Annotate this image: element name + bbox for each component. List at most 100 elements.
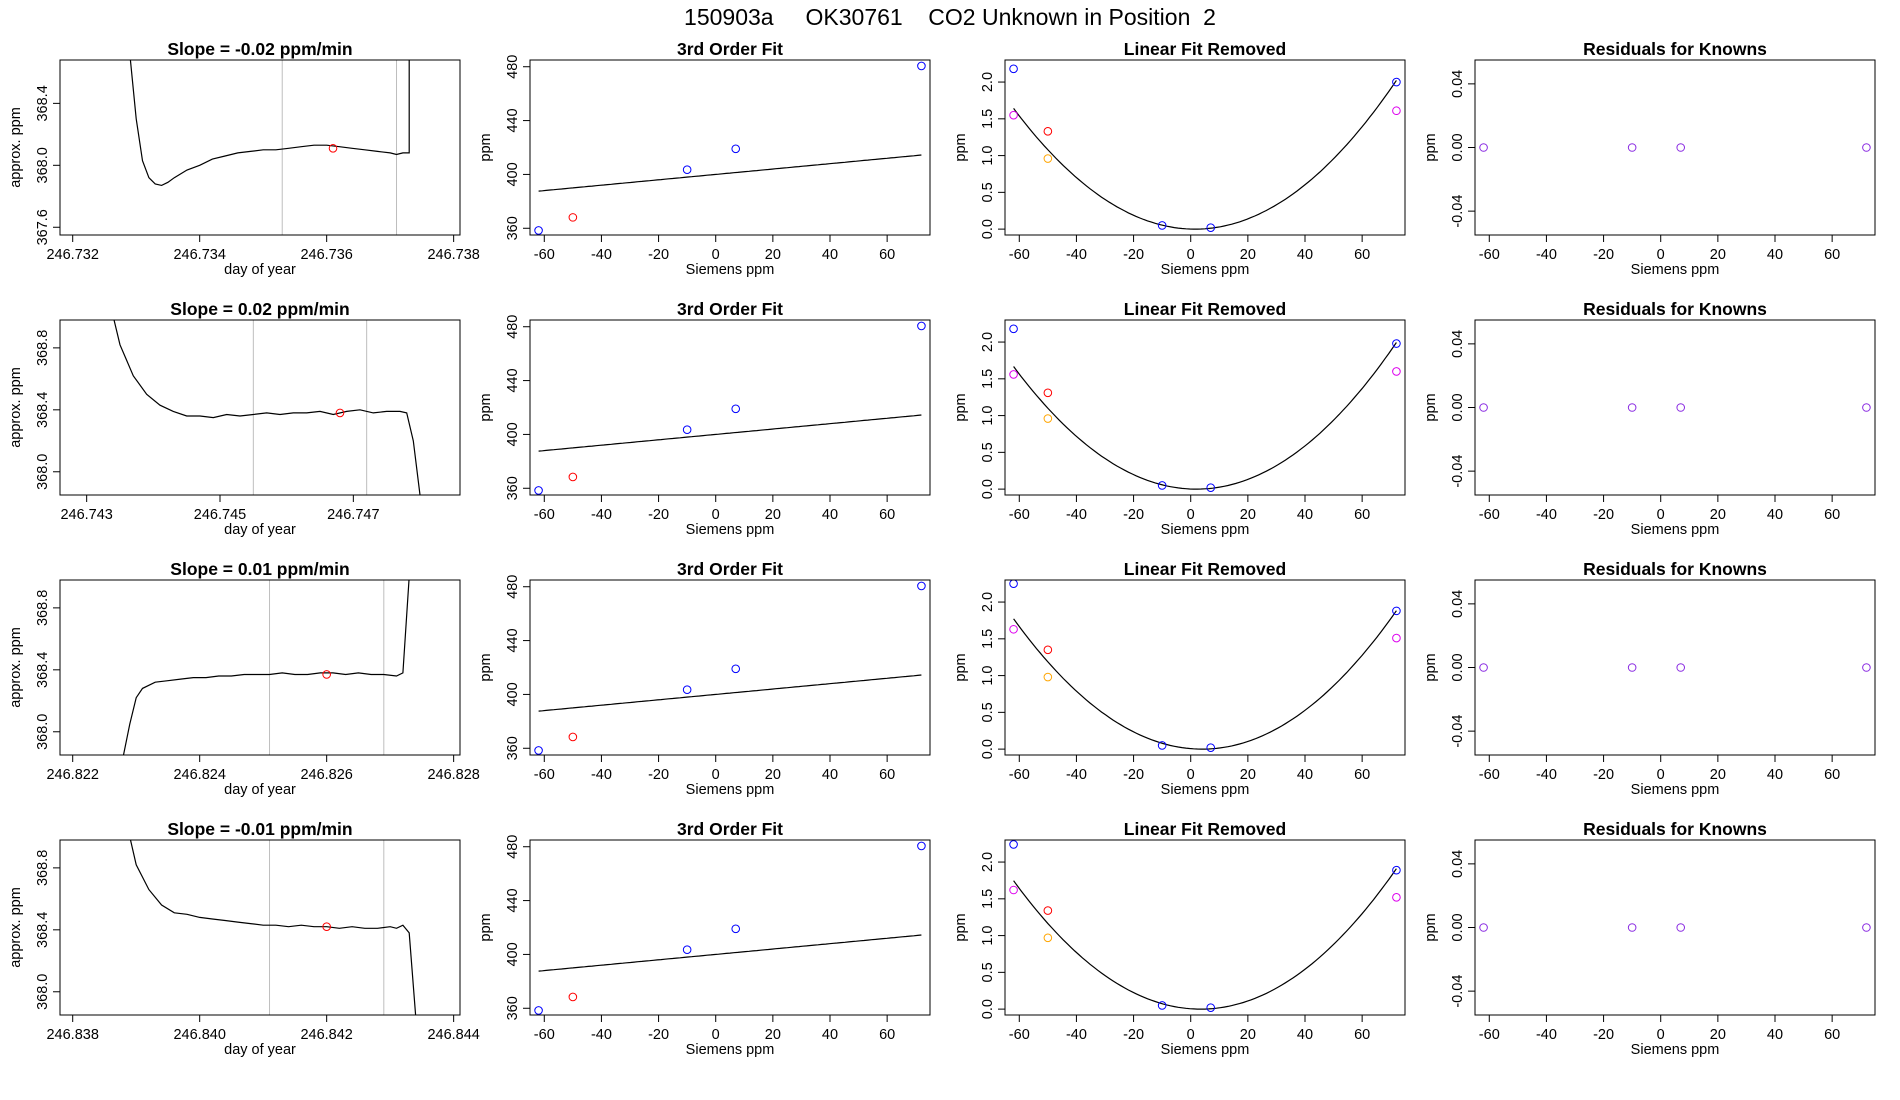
sample-marker (328, 143, 338, 153)
x-tick-label: 40 (1767, 507, 1783, 523)
data-point-residual (1862, 923, 1871, 932)
y-tick-label: 440 (505, 108, 521, 132)
x-tick-label: 246.738 (427, 247, 479, 263)
x-tick-label: -20 (1123, 1027, 1144, 1043)
data-point-unknown (568, 732, 578, 742)
y-tick-label: 360 (505, 216, 521, 240)
panel-title: Linear Fit Removed (1124, 39, 1286, 59)
data-point-known (1009, 840, 1018, 849)
x-tick-label: 20 (1240, 507, 1256, 523)
chart-panel-r1-c2: -60 -40 -20 0 20 40 60 0.0 0.5 1.0 1.5 2.0 Linear Fi… (953, 299, 1406, 538)
y-tick-label: 2.0 (980, 852, 996, 872)
y-axis-label: approx. ppm (8, 367, 24, 448)
y-tick-label: 400 (505, 162, 521, 186)
x-tick-label: 20 (1710, 767, 1726, 783)
data-point-known (731, 144, 741, 154)
data-point-known (1157, 741, 1167, 750)
plot-frame (59, 579, 461, 756)
fit-curve (538, 414, 922, 452)
fit-curve (1013, 342, 1397, 490)
x-tick-label: 20 (765, 1027, 781, 1043)
data-point-residual (1479, 923, 1488, 932)
data-point-residual (1479, 143, 1488, 152)
data-point-raw_unknown (1043, 414, 1053, 423)
x-tick-label: -20 (1123, 247, 1144, 263)
page-title: 150903a OK30761 CO2 Unknown in Position … (684, 4, 1216, 30)
x-tick-label: -20 (648, 1027, 669, 1043)
plot-area (1479, 143, 1871, 152)
x-tick-label: -20 (1593, 507, 1614, 523)
x-tick-label: 40 (1767, 767, 1783, 783)
x-tick-label: 0 (1657, 247, 1665, 263)
plot-area (113, 320, 421, 495)
data-point-raw_unknown (1043, 933, 1053, 943)
x-tick-label: 40 (1767, 1027, 1783, 1043)
x-axis-label: day of year (224, 782, 296, 798)
panel-title: Residuals for Knowns (1583, 559, 1767, 579)
x-tick-label: 0 (1187, 1027, 1195, 1043)
chart-panel-r3-c3: -60 -40 -20 0 20 40 60 -0.04 0.00 0.04 Residuals f… (1423, 819, 1876, 1058)
x-tick-label: 246.747 (327, 507, 379, 523)
x-tick-label: 0 (1657, 767, 1665, 783)
data-point-known (1206, 1003, 1216, 1012)
chart-panel-r0-c0: 246.732 246.734 246.736 246.738 367.6 368.0 36… (8, 39, 480, 278)
x-tick-label: 246.732 (46, 247, 98, 263)
data-point-known (1157, 1001, 1167, 1010)
x-tick-label: -40 (1066, 507, 1087, 523)
trace-line (122, 580, 410, 755)
y-tick-label: 2.0 (980, 72, 996, 92)
data-point-known (682, 945, 692, 955)
data-point-unknown (1043, 645, 1053, 655)
x-axis-label: Siemens ppm (1631, 262, 1720, 278)
x-tick-label: 246.844 (427, 1027, 479, 1043)
x-tick-label: 60 (1824, 247, 1840, 263)
data-point-known (731, 924, 741, 934)
y-axis-label: ppm (478, 133, 494, 161)
data-point-raw_known (1009, 110, 1018, 120)
y-tick-label: 368.0 (35, 147, 51, 183)
x-tick-label: -20 (648, 247, 669, 263)
data-point-unknown (1043, 388, 1053, 398)
data-point-raw_known (1392, 633, 1401, 643)
data-point-known (1392, 77, 1401, 87)
x-tick-label: -20 (1593, 767, 1614, 783)
y-tick-label: 367.6 (35, 209, 51, 245)
plot-frame (1004, 579, 1406, 756)
y-tick-label: 368.0 (35, 454, 51, 490)
y-axis-label: ppm (478, 393, 494, 421)
x-tick-label: -20 (1593, 247, 1614, 263)
plot-frame (59, 839, 461, 1016)
y-tick-label: 400 (505, 942, 521, 966)
data-point-known (534, 226, 543, 235)
x-tick-label: 20 (1240, 1027, 1256, 1043)
x-tick-label: -40 (591, 767, 612, 783)
x-tick-label: -40 (591, 1027, 612, 1043)
x-axis-label: Siemens ppm (1161, 782, 1250, 798)
y-tick-label: 1.0 (980, 666, 996, 686)
x-tick-label: -40 (1536, 247, 1557, 263)
x-tick-label: 60 (879, 507, 895, 523)
x-axis-label: Siemens ppm (1161, 1042, 1250, 1058)
data-point-known (1392, 865, 1401, 875)
x-tick-label: 40 (1297, 767, 1313, 783)
chart-panel-r3-c1: -60 -40 -20 0 20 40 60 360 400 440 480 3rd Order Fi… (478, 819, 931, 1058)
panel-title: 3rd Order Fit (677, 559, 783, 579)
y-axis-label: ppm (953, 393, 969, 421)
trace-line (113, 320, 421, 495)
y-tick-label: 0.04 (1450, 590, 1466, 618)
data-point-known (1206, 483, 1216, 492)
y-axis-label: ppm (1423, 393, 1439, 421)
y-tick-label: 1.0 (980, 926, 996, 946)
y-tick-label: 0.0 (980, 479, 996, 499)
plot-frame (1004, 319, 1406, 496)
x-tick-label: 246.828 (427, 767, 479, 783)
fit-curve (538, 674, 922, 712)
x-tick-label: -40 (1066, 767, 1087, 783)
y-tick-label: 368.0 (35, 714, 51, 750)
x-tick-label: 0 (1187, 767, 1195, 783)
x-tick-label: -60 (1009, 247, 1030, 263)
data-point-known (1157, 481, 1167, 490)
plot-frame (529, 319, 931, 496)
plot-area (534, 61, 926, 235)
data-point-known (1206, 743, 1216, 752)
